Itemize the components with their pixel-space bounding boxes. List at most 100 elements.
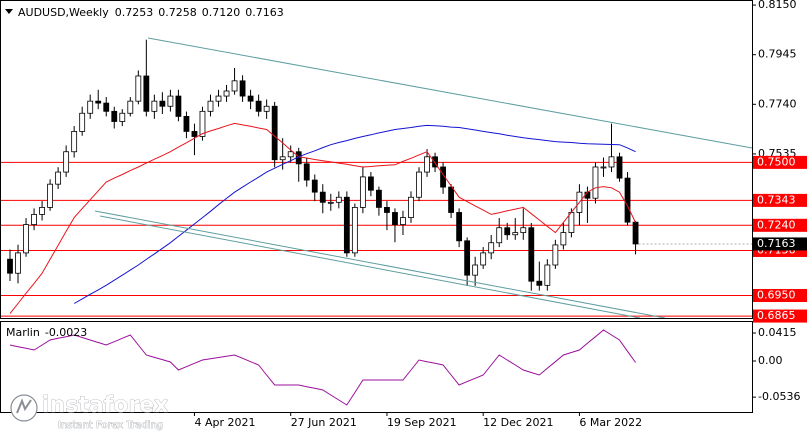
candle-body (159, 100, 166, 107)
candle-body (183, 116, 190, 132)
candle-body (207, 100, 214, 112)
level-label-box (753, 309, 807, 323)
candle-body (135, 75, 142, 102)
candle-body (7, 258, 13, 274)
y-tick-label: 0.0415 (758, 326, 797, 339)
candle-body (416, 171, 422, 198)
candle-body (472, 264, 479, 276)
indicator-value: -0.0023 (45, 326, 87, 339)
candle-body (335, 196, 342, 203)
indicator-line (9, 329, 637, 406)
candle-body (151, 100, 158, 112)
candle-body (103, 102, 110, 112)
candle-body (23, 224, 29, 254)
candle-body (440, 166, 446, 188)
candle-body (223, 90, 230, 97)
candle-body (351, 207, 358, 254)
candle-body (39, 207, 45, 215)
trend-line (147, 37, 753, 149)
y-tick-label: 0.00 (758, 354, 783, 367)
candle-body (79, 112, 86, 132)
candle-body (616, 156, 623, 179)
candle-body (624, 177, 631, 223)
y-tick-label: 0.7945 (758, 48, 797, 61)
candle-body (488, 242, 495, 254)
candle-body (247, 95, 254, 102)
candle-body (95, 100, 102, 104)
candle-body (584, 191, 591, 199)
x-tick-label: 6 Mar 2022 (579, 416, 642, 429)
ohlc-label: 0.7258 (158, 6, 197, 19)
ohlc-label: 0.7253 (115, 6, 154, 19)
candle-body (215, 95, 222, 102)
candle-body (544, 264, 551, 286)
candle-body (55, 171, 62, 185)
level-label: 0.7343 (757, 193, 796, 206)
watermark-brand: instaforex (42, 393, 168, 418)
candle-body (568, 212, 575, 233)
candle-body (71, 131, 78, 153)
candle-body (392, 212, 398, 225)
candle-body (536, 280, 543, 286)
candle-body (63, 151, 70, 173)
candle-body (496, 227, 503, 244)
candle-body (552, 244, 559, 266)
candle-body (480, 252, 487, 266)
candle-body (400, 217, 406, 225)
level-label-box (753, 288, 807, 302)
candle-body (287, 151, 294, 158)
candle-body (504, 227, 511, 236)
y-tick-label: -0.0536 (758, 390, 800, 403)
candle-body (376, 189, 382, 208)
indicator-title: Marlin (6, 326, 40, 339)
indicator-panel-frame (0, 321, 753, 413)
chart-header: AUDUSD,Weekly 0.7253 0.7258 0.7120 0.7163 (18, 6, 284, 19)
x-tick-label: 19 Sep 2021 (387, 416, 457, 429)
candle-body (87, 100, 94, 114)
last-price-box (753, 237, 807, 251)
level-label: 0.7240 (757, 218, 796, 231)
candle-body (143, 75, 150, 112)
trend-line (94, 210, 666, 319)
candle-body (31, 214, 37, 225)
indicator-header: Marlin -0.0023 (6, 326, 87, 339)
candle-body (464, 240, 471, 276)
x-tick-label: 12 Dec 2021 (483, 416, 553, 429)
candle-body (592, 166, 599, 199)
moving-average (73, 124, 636, 304)
level-label-box (753, 193, 807, 207)
ohlc-label: 0.7163 (245, 6, 284, 19)
candle-body (255, 100, 262, 112)
level-label: 0.7500 (757, 155, 796, 168)
candle-body (231, 80, 238, 92)
candle-body (456, 212, 463, 242)
candle-body (448, 186, 455, 213)
last-price-label: 0.7163 (757, 237, 796, 250)
candle-body (632, 221, 639, 245)
candle-body (408, 196, 414, 218)
candle-body (15, 252, 21, 274)
x-tick-label: 4 Apr 2021 (194, 416, 255, 429)
y-tick-label: 0.8150 (758, 0, 797, 11)
candle-body (343, 196, 350, 254)
level-label: 0.6865 (757, 309, 796, 322)
candle-body (528, 227, 535, 282)
candle-body (303, 163, 310, 181)
candle-body (319, 191, 326, 203)
ohlc-label: 0.7120 (202, 6, 241, 19)
moving-average (9, 122, 637, 314)
candle-body (127, 100, 134, 114)
level-label-box (753, 218, 807, 232)
level-label-box (753, 155, 807, 169)
candle-body (600, 166, 607, 169)
candle-body (47, 183, 53, 208)
watermark-tagline: Instant Forex Trading (58, 420, 163, 431)
candle-body (384, 207, 390, 213)
candle-body (119, 112, 126, 122)
candle-body (271, 105, 278, 161)
menu-icon (5, 9, 13, 14)
candle-body (560, 232, 567, 246)
